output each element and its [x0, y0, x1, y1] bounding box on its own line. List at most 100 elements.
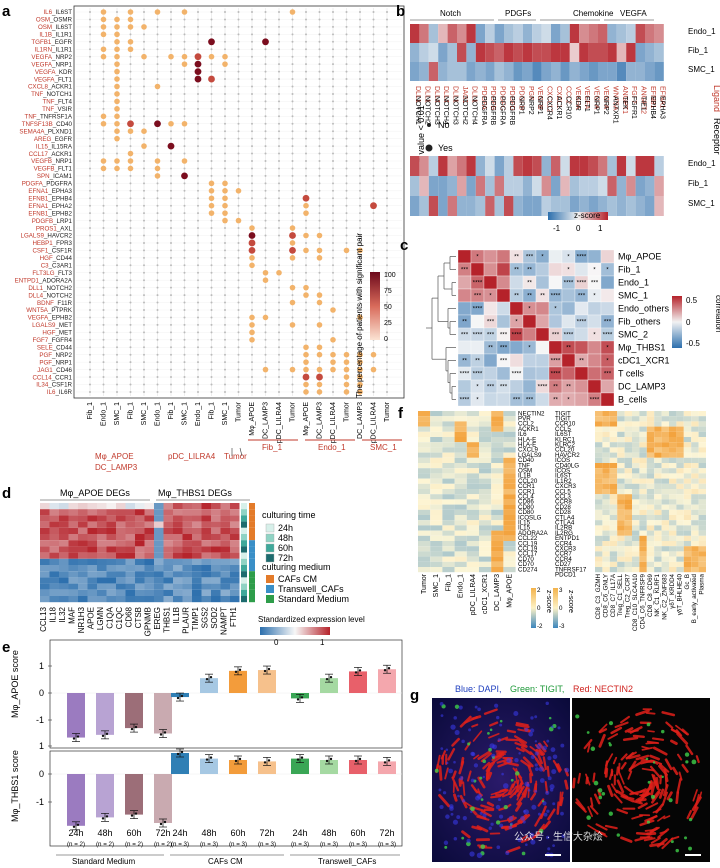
f-cell [491, 442, 504, 448]
dot-empty [170, 204, 172, 207]
f-cell [617, 504, 625, 510]
g-blue-nucleus [546, 809, 550, 813]
b-cell [504, 156, 514, 176]
dot-significant [343, 351, 350, 358]
b-cell [588, 196, 598, 216]
dot-significant [357, 381, 363, 388]
pair-label: VEGFA_NRP2 [31, 54, 72, 61]
g-red-fiber [676, 778, 682, 794]
f-receptor-label: ICOS [555, 457, 570, 464]
dot-empty [251, 25, 253, 28]
d-cell [87, 571, 97, 578]
g-red-fiber [625, 752, 635, 760]
dot-empty [197, 338, 199, 341]
dot-empty [237, 323, 240, 326]
f-receptor-label: IL6ST [555, 431, 572, 438]
dot-empty [183, 271, 186, 274]
f-cell [454, 452, 467, 458]
f-cell [632, 489, 640, 495]
dot-empty [156, 48, 159, 51]
dot-empty [143, 152, 145, 155]
dot-empty [143, 338, 145, 341]
dot-empty [143, 361, 145, 364]
f-ligand-label: ADORA2A [518, 530, 548, 537]
d-cell [192, 577, 202, 584]
dot-empty [359, 145, 361, 148]
dot-empty [210, 115, 213, 118]
dot-empty [156, 70, 159, 73]
d-cell [106, 589, 116, 596]
dot-significant [114, 98, 120, 105]
g-red-fiber [677, 753, 683, 761]
f-cell [442, 447, 455, 453]
g-blue-nucleus [517, 837, 522, 843]
dot-empty [237, 160, 240, 162]
f-cell [454, 567, 467, 573]
g-blue-nucleus [490, 822, 494, 826]
d-medium-swatch [249, 540, 255, 547]
f-tick-rm3: -3 [559, 623, 565, 630]
dot-significant [249, 255, 255, 261]
dot-empty [278, 55, 280, 58]
f-cell [691, 437, 699, 443]
f-cell [418, 509, 431, 515]
d-cell [154, 596, 164, 603]
b-cell [466, 24, 476, 43]
f-cell [646, 442, 655, 448]
e-point [76, 735, 80, 738]
e-ytick-label: 0 [39, 769, 44, 779]
dot-empty [89, 78, 91, 81]
dot-empty [305, 264, 307, 267]
c-cell [561, 301, 576, 316]
f-cell [632, 442, 640, 448]
g-red-fiber [595, 823, 608, 831]
g-red-fiber [632, 734, 645, 739]
b-ligand-label: JAG1 [461, 86, 468, 104]
dot-empty [183, 100, 186, 103]
dot-empty [237, 85, 240, 88]
f-cell [430, 463, 443, 469]
c-cell [496, 301, 511, 316]
g-blue-nucleus [438, 788, 442, 792]
b-cell [428, 196, 439, 216]
dot-significant [127, 24, 134, 30]
f-ligand-label: CD80 [518, 509, 534, 516]
d-cell [173, 509, 183, 516]
g-red-fiber [586, 743, 591, 753]
b-cell [598, 43, 608, 62]
f-tick-r3: 3 [559, 587, 563, 594]
e-top-ylabel: Mφ_APOE score [10, 650, 20, 718]
d-cell [106, 540, 116, 547]
dot-empty [197, 301, 199, 304]
d-cell [68, 589, 78, 596]
g-green-speck [608, 743, 612, 747]
dot-empty [89, 25, 91, 28]
c-signif: *** [500, 332, 508, 339]
f-ligand-label: CCL17 [518, 551, 538, 558]
dot-empty [129, 346, 132, 349]
f-cell [661, 478, 669, 484]
c-cell [470, 314, 485, 329]
f-cell [430, 483, 443, 489]
d-cell [163, 521, 173, 528]
f-cell [491, 504, 504, 510]
d-cell [59, 509, 69, 516]
g-red-fiber [542, 820, 551, 830]
f-cell [624, 478, 632, 484]
f-cell [430, 556, 443, 562]
g-red-fiber [633, 800, 643, 805]
d-cell [220, 565, 230, 572]
dot-empty [318, 160, 321, 162]
f-cell [669, 567, 677, 573]
c-signif: *** [500, 384, 508, 391]
f-cell [691, 431, 699, 437]
dot-empty [170, 227, 172, 230]
g-red-fiber [616, 808, 629, 815]
d-cell [49, 515, 59, 522]
dot-empty [291, 100, 294, 103]
b-cell [475, 156, 486, 176]
dot-empty [143, 212, 145, 215]
g-red-fiber [659, 774, 663, 785]
dot-empty [156, 331, 159, 334]
dot-empty [102, 227, 105, 230]
